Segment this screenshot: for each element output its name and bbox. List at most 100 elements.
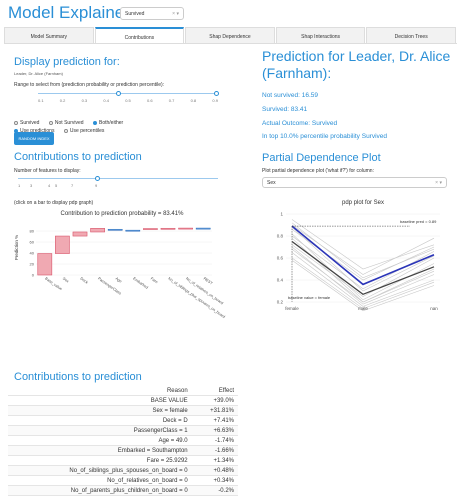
- tick-label: 0.5: [125, 98, 131, 103]
- contributions-table: Reason Effect BASE VALUE +39.0% Sex = fem…: [8, 386, 238, 496]
- tab-bar: Model Summary Contributions Shap Depende…: [4, 27, 457, 44]
- range-handle-low[interactable]: [116, 91, 121, 96]
- table-title: Contributions to prediction: [14, 371, 142, 383]
- features-label: Number of features to display:: [14, 168, 81, 174]
- actual-outcome-text: Actual Outcome: Survived: [262, 120, 338, 127]
- tab-contributions[interactable]: Contributions: [94, 27, 185, 43]
- reason-cell: No_of_relatives_on_board = 0: [8, 475, 192, 486]
- tab-shap-dependence[interactable]: Shap Dependence: [185, 27, 275, 43]
- table-row: Fare = 25.9292 +1.34%: [8, 455, 238, 466]
- tick-label: 0.8: [190, 98, 197, 103]
- clear-icon[interactable]: ×: [435, 179, 439, 186]
- x-tick-label: nan: [430, 306, 438, 311]
- features-handle[interactable]: [95, 176, 100, 181]
- reason-cell: Sex = female: [8, 405, 192, 416]
- range-slider[interactable]: [38, 90, 219, 98]
- tab-model-summary[interactable]: Model Summary: [4, 27, 94, 43]
- ice-line: [291, 229, 435, 281]
- effect-cell: +1.34%: [191, 455, 238, 466]
- tick-label: 4: [48, 183, 51, 188]
- table-row: No_of_relatives_on_board = 0 +0.34%: [8, 475, 238, 486]
- reason-cell: No_of_parents_plus_children_on_board = 0: [8, 485, 192, 496]
- baseline-pred-annotation: baseline pred = 0.89: [400, 219, 437, 224]
- tick-label: 5: [55, 183, 58, 188]
- x-tick-label: Embarked: [132, 277, 148, 290]
- radio-survived[interactable]: Survived: [14, 120, 39, 126]
- random-index-button[interactable]: RANDOM INDEX: [14, 132, 54, 145]
- pdp-column-label: Plot partial dependence plot ('what if?'…: [262, 168, 374, 174]
- range-handle-high[interactable]: [214, 91, 219, 96]
- table-row: Sex = female +31.81%: [8, 405, 238, 416]
- table-row: Age = 49.0 -1.74%: [8, 435, 238, 446]
- y-tick-label: 0.2: [277, 300, 284, 305]
- x-tick-label: male: [358, 306, 368, 311]
- pdp-column-select[interactable]: Sex × ▾: [262, 177, 447, 188]
- tick-label: 0.2: [59, 98, 66, 103]
- tick-label: 0.3: [81, 98, 88, 103]
- clear-icon[interactable]: ×: [172, 10, 176, 17]
- prediction-line: [291, 225, 435, 286]
- y-tick-label: 40: [30, 251, 35, 256]
- effect-cell: +31.81%: [191, 405, 238, 416]
- radio-both-either[interactable]: Both/either: [92, 120, 123, 126]
- baseline-value-annotation: baseline value = female: [288, 295, 331, 300]
- y-tick-label: 0.4: [277, 278, 284, 283]
- effect-cell: -1.66%: [191, 445, 238, 456]
- features-slider[interactable]: [18, 175, 218, 183]
- passenger-select[interactable]: Leader, Dr. Alice (Farnham): [14, 71, 63, 76]
- ice-line: [291, 248, 435, 303]
- waterfall-bar: [143, 228, 158, 230]
- ice-line: [291, 226, 435, 292]
- effect-cell: +6.63%: [191, 425, 238, 436]
- x-tick-label: Age: [115, 277, 123, 284]
- x-tick-label: REST: [203, 277, 214, 286]
- waterfall-bar: [178, 227, 193, 230]
- effect-cell: +7.41%: [191, 415, 238, 426]
- ice-line: [291, 257, 435, 309]
- effect-cell: -0.2%: [191, 485, 238, 496]
- table-row: BASE VALUE +39.0%: [8, 395, 238, 406]
- tick-label: 7: [71, 183, 74, 188]
- not-survived-text: Not survived: 16.59: [262, 92, 319, 99]
- effect-cell: +39.0%: [191, 395, 238, 406]
- reason-cell: BASE VALUE: [8, 395, 192, 406]
- reason-cell: Fare = 25.9292: [8, 455, 192, 466]
- reason-cell: Age = 49.0: [8, 435, 192, 446]
- ice-line: [291, 237, 435, 303]
- chart-title: pdp plot for Sex: [342, 200, 384, 206]
- table-row: Embarked = Southampton -1.66%: [8, 445, 238, 456]
- click-hint: (click on a bar to display pdp graph): [14, 200, 94, 206]
- radio-use-percentiles[interactable]: Use percentiles: [63, 128, 104, 134]
- waterfall-bar: [72, 231, 88, 237]
- waterfall-bar: [107, 228, 123, 231]
- tick-label: 0.4: [103, 98, 109, 103]
- x-tick-label: Fare: [150, 277, 159, 285]
- target-select-value: Survived: [125, 10, 145, 17]
- tick-label: 9: [95, 183, 98, 188]
- outcome-radio-group: Survived Not Survived Both/either: [14, 112, 128, 130]
- target-select[interactable]: Survived × ▾: [120, 7, 184, 20]
- chart-title: Contribution to prediction probability =…: [61, 211, 185, 217]
- tab-shap-interactions[interactable]: Shap Interactions: [275, 27, 366, 43]
- effect-cell: +0.48%: [191, 465, 238, 476]
- ice-line: [291, 219, 435, 270]
- chevron-down-icon[interactable]: ▾: [439, 179, 442, 186]
- tick-label: 0.9: [212, 98, 218, 103]
- pdp-chart: pdp plot for Sex 0.2 0.4 0.6 0.8 1 baseline pr…: [277, 200, 440, 312]
- table-row: Deck = D +7.41%: [8, 415, 238, 426]
- ice-line: [291, 259, 435, 312]
- reason-cell: Deck = D: [8, 415, 192, 426]
- x-tick-label: Base_value: [44, 277, 63, 292]
- tab-decision-trees[interactable]: Decision Trees: [366, 27, 456, 43]
- waterfall-bar: [37, 253, 53, 276]
- range-label: Range to select from (prediction probabi…: [14, 82, 165, 88]
- radio-not-survived[interactable]: Not Survived: [48, 120, 84, 126]
- reason-cell: Embarked = Southampton: [8, 445, 192, 456]
- tick-label: 3: [30, 183, 33, 188]
- waterfall-bar: [125, 229, 141, 232]
- effect-cell: -1.74%: [191, 435, 238, 446]
- chevron-down-icon[interactable]: ▾: [176, 10, 179, 17]
- reason-cell: PassengerClass = 1: [8, 425, 192, 436]
- mean-line: [291, 240, 435, 296]
- tick-label: 0.1: [38, 98, 44, 103]
